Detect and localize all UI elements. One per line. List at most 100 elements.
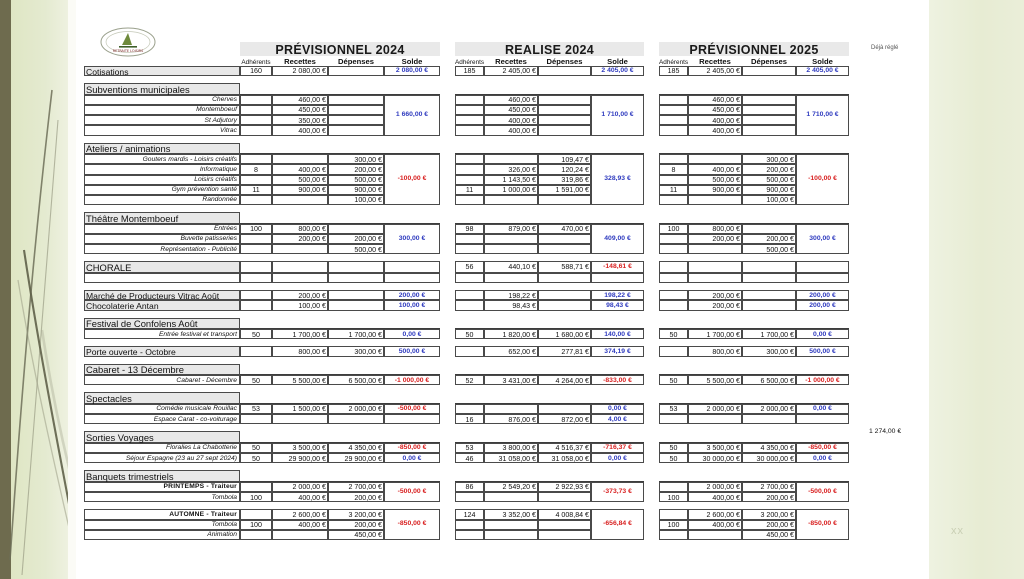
cell-depenses	[538, 453, 591, 464]
cell-solde	[384, 66, 440, 77]
cell-depenses	[328, 164, 384, 175]
cell-adherents	[240, 115, 272, 126]
colhdr-depenses-real2024: Dépenses	[546, 57, 583, 66]
value-depenses: 450,00 €	[354, 532, 382, 540]
cell-adherents	[659, 375, 688, 386]
value-depenses: 300,00 €	[354, 348, 382, 356]
cell-adherents	[455, 290, 484, 301]
cell-depenses	[538, 346, 591, 357]
section-rule	[455, 222, 644, 224]
cell-depenses	[328, 66, 384, 77]
row-label: Entrées	[213, 225, 237, 233]
cell-depenses	[742, 223, 796, 234]
cell-recettes	[688, 273, 742, 284]
cell-recettes	[688, 404, 742, 415]
value-solde: 374,19 €	[604, 347, 631, 355]
cell-depenses	[328, 482, 384, 493]
cell-adherents	[240, 195, 272, 206]
value-depenses: 109,47 €	[561, 156, 589, 164]
cell-recettes	[688, 105, 742, 116]
cell-recettes	[272, 404, 328, 415]
value-recettes: 460,00 €	[508, 97, 536, 105]
value-solde: 500,00 €	[809, 347, 836, 355]
cell-adherents	[240, 164, 272, 175]
value-recettes: 400,00 €	[298, 521, 326, 529]
row-label-cell	[84, 329, 240, 340]
cell-adherents	[659, 154, 688, 165]
cell-recettes	[688, 154, 742, 165]
cell-solde	[796, 273, 849, 284]
cell-recettes	[688, 482, 742, 493]
value-adherents: 100	[667, 494, 680, 502]
cell-adherents	[240, 273, 272, 284]
reed-grass-decoration	[9, 89, 78, 576]
cell-recettes	[688, 443, 742, 454]
value-solde: 500,00 €	[398, 347, 426, 355]
value-recettes: 98,43 €	[512, 302, 536, 310]
row-label: Comédie musicale Rouillac	[156, 405, 237, 413]
cell-adherents	[659, 404, 688, 415]
value-solde: -148,61 €	[603, 263, 632, 271]
value-recettes: 200,00 €	[712, 236, 740, 244]
cell-depenses	[742, 234, 796, 245]
cell-depenses	[328, 346, 384, 357]
cell-adherents	[455, 492, 484, 503]
cell-adherents	[659, 244, 688, 255]
cell-recettes	[688, 234, 742, 245]
cell-depenses	[742, 443, 796, 454]
value-depenses: 200,00 €	[766, 166, 794, 174]
value-solde: 200,00 €	[809, 301, 836, 309]
cell-adherents	[659, 453, 688, 464]
value-adherents: 50	[252, 455, 260, 463]
cell-depenses	[538, 290, 591, 301]
cell-recettes	[272, 154, 328, 165]
value-depenses: 450,00 €	[766, 532, 794, 540]
value-recettes: 450,00 €	[712, 107, 740, 115]
cell-depenses	[742, 125, 796, 136]
cell-dep	[538, 261, 591, 273]
value-recettes: 900,00 €	[298, 187, 326, 195]
cell-dep	[742, 261, 796, 273]
cell-solde	[591, 66, 644, 77]
value-recettes: 400,00 €	[712, 127, 740, 135]
value-depenses: 588,71 €	[561, 264, 589, 272]
cell-solde	[384, 404, 440, 415]
cell-adherents	[455, 482, 484, 493]
value-depenses: 4 008,84 €	[555, 511, 589, 519]
section-header-cell	[84, 317, 240, 330]
cell-recettes	[688, 164, 742, 175]
value-adherents: 56	[465, 264, 474, 272]
row-label: Tombola	[211, 493, 237, 501]
colhdr-recettes-prev2024: Recettes	[284, 57, 316, 66]
cell-recettes	[688, 300, 742, 311]
value-recettes: 1 143,50 €	[502, 176, 536, 184]
association-logo: RETRAITE LOISIRS	[100, 27, 156, 57]
cell-adherents	[455, 115, 484, 126]
cell-solde	[591, 404, 644, 415]
section-header-cell	[84, 431, 240, 443]
cell-solde	[384, 453, 440, 464]
value-recettes: 450,00 €	[508, 107, 536, 115]
row-label: Vitrac	[220, 126, 237, 134]
value-recettes: 1 700,00 €	[292, 331, 326, 339]
cell-solde	[796, 414, 849, 425]
cell-adherents	[240, 234, 272, 245]
value-adherents: 185	[667, 68, 680, 76]
value-depenses: 4 350,00 €	[348, 445, 382, 453]
cell-depenses	[328, 184, 384, 195]
value-depenses: 300,00 €	[766, 156, 794, 164]
cell-rec	[484, 261, 538, 273]
section-rule	[659, 222, 849, 224]
section-title: Subventions municipales	[86, 83, 190, 95]
value-adherents: 50	[252, 445, 260, 453]
row-label-cell	[84, 414, 240, 425]
cell-solde-merged	[384, 509, 440, 540]
section-header-cell	[84, 470, 240, 482]
cell-depenses	[538, 234, 591, 245]
cell-recettes	[272, 125, 328, 136]
value-recettes: 5 500,00 €	[706, 377, 740, 385]
cell-adherents	[455, 375, 484, 386]
row-label-cell	[84, 519, 240, 530]
cell-recettes	[272, 66, 328, 77]
cell-depenses	[328, 115, 384, 126]
